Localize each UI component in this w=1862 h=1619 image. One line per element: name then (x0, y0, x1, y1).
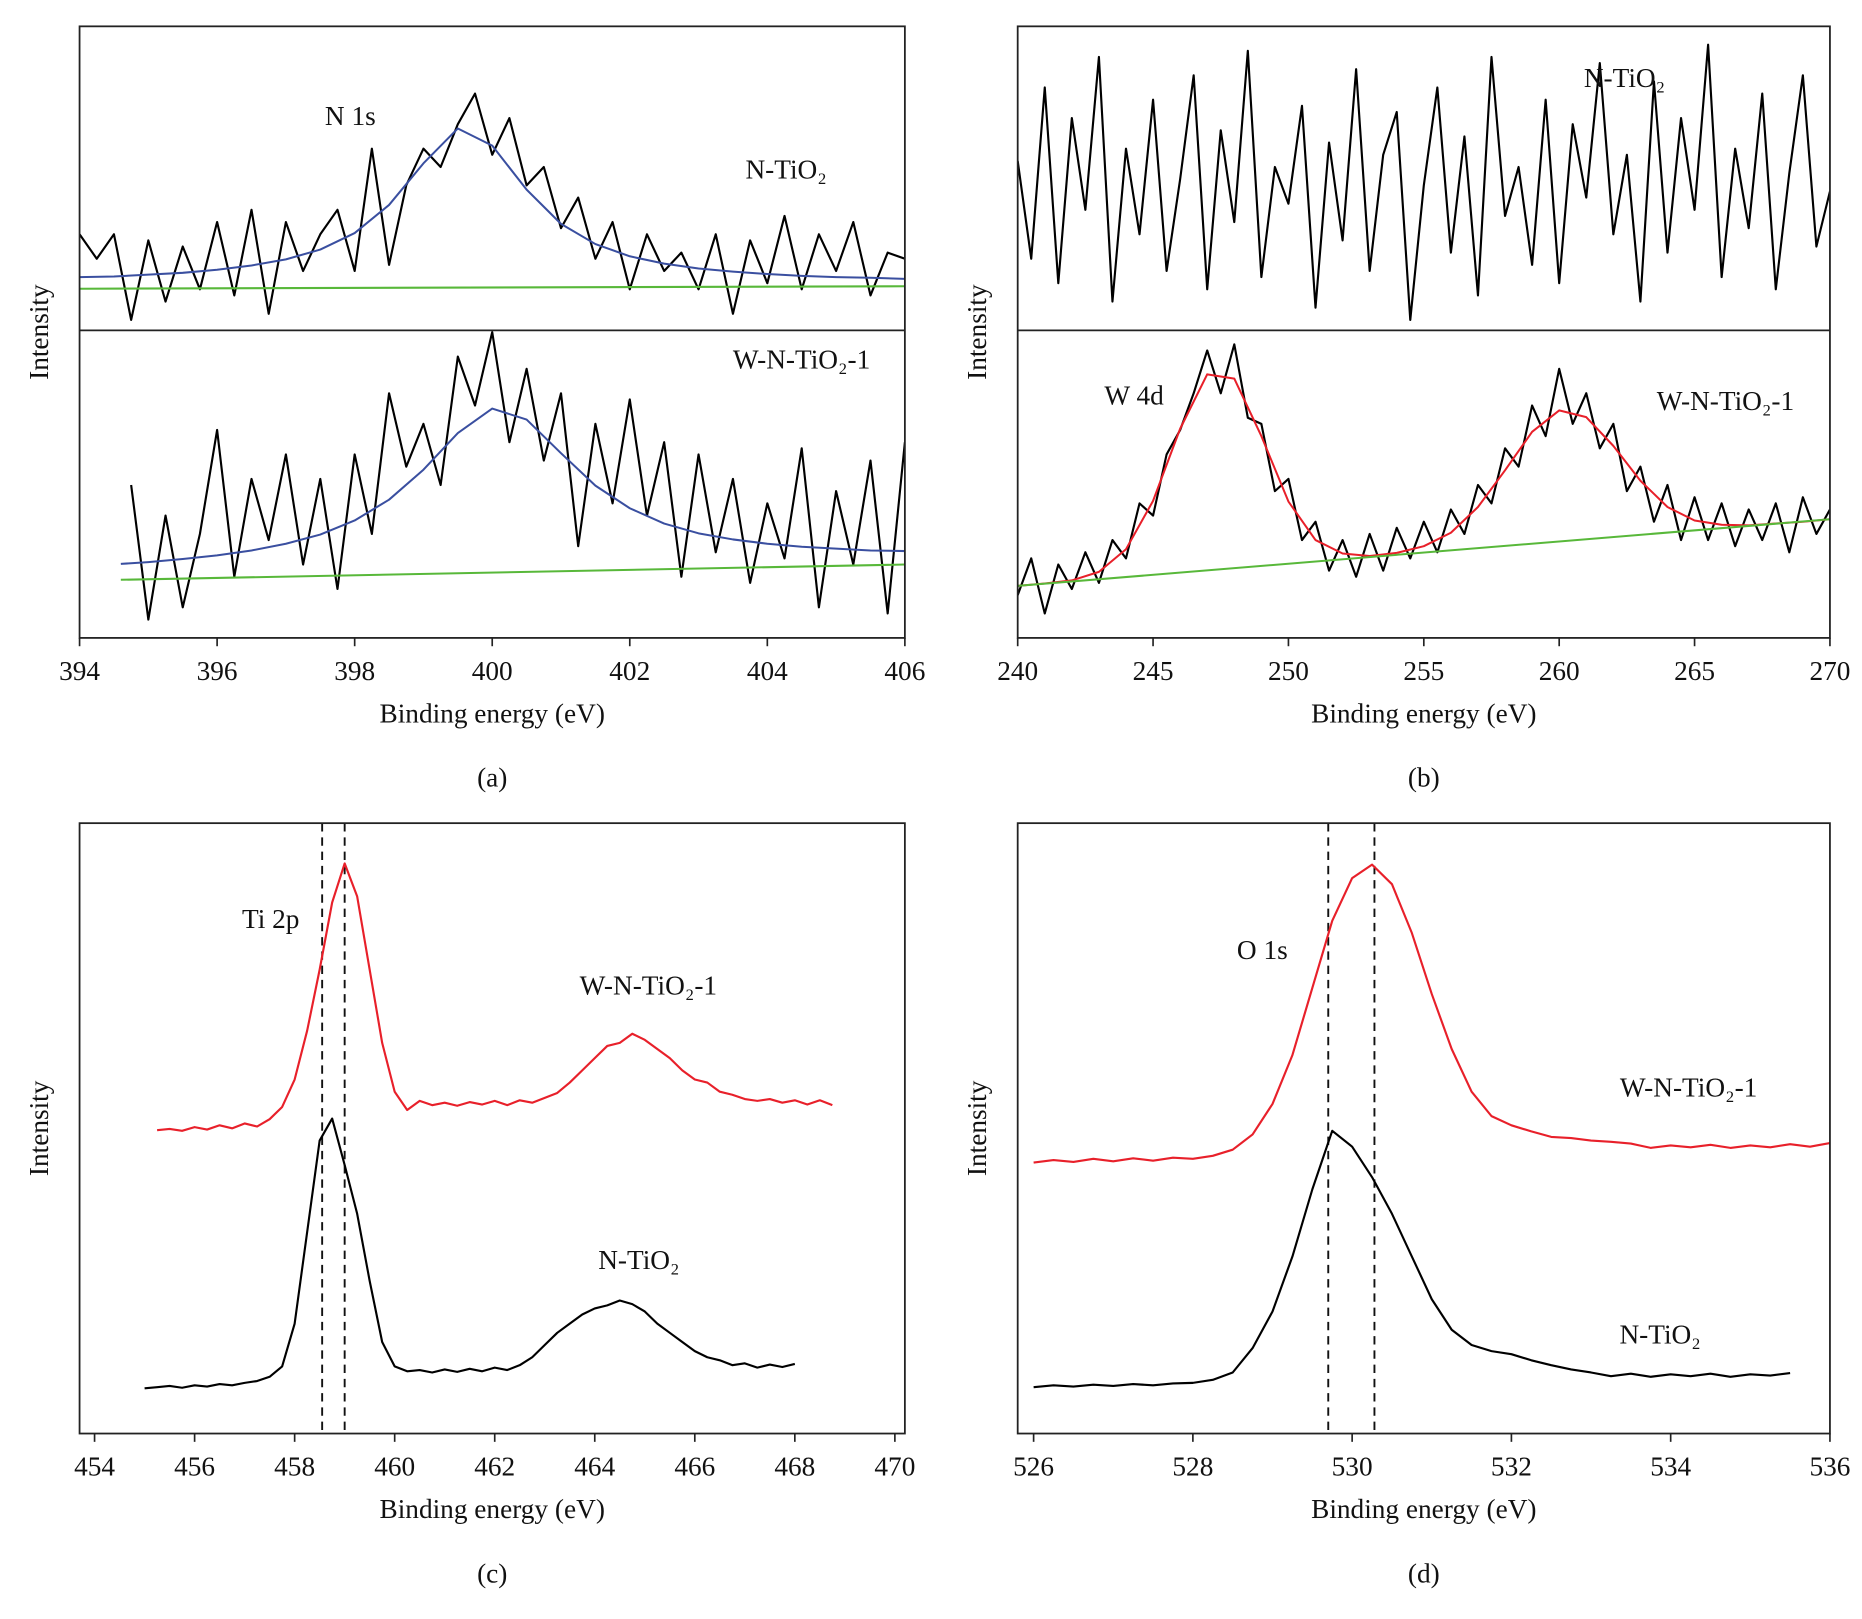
annotation: W 4d (1104, 380, 1164, 410)
series-label: W-N-TiO₂-1 (580, 970, 717, 1000)
y-axis-label: Intensity (24, 1080, 54, 1176)
series-label: W-N-TiO₂-1 (1657, 386, 1794, 416)
plot-area (1017, 43, 1830, 615)
panel-label: (b) (1408, 763, 1440, 793)
spectrum-line (79, 285, 905, 290)
x-tick-label: 536 (1809, 1451, 1850, 1481)
plot-frame (1016, 822, 1831, 1435)
series-label: W-N-TiO₂-1 (733, 345, 870, 375)
plot-frame (78, 822, 906, 1435)
series-label: N-TiO₂ (1619, 1320, 1700, 1350)
x-tick-label: 396 (197, 656, 238, 686)
x-axis-label: Binding energy (eV) (1311, 699, 1536, 729)
spectrum-line (1033, 1129, 1791, 1389)
series-label: N-TiO₂ (598, 1245, 679, 1275)
y-axis-label: Intensity (962, 1080, 992, 1176)
x-tick-label: 534 (1650, 1451, 1691, 1481)
series-label: N-TiO₂ (1584, 63, 1665, 93)
x-tick-label: 260 (1539, 656, 1580, 686)
x-tick-label: 265 (1674, 656, 1715, 686)
spectrum-line (1033, 863, 1830, 1164)
spectrum-line (1017, 343, 1830, 615)
x-tick-label: 460 (374, 1451, 415, 1481)
x-axis-label: Binding energy (eV) (380, 699, 605, 729)
x-tick-label: 462 (474, 1451, 515, 1481)
spectrum-line (79, 92, 905, 321)
annotation: N 1s (325, 101, 376, 131)
annotation: O 1s (1237, 935, 1288, 965)
series-label: N-TiO₂ (745, 155, 826, 185)
x-tick-label: 470 (874, 1451, 915, 1481)
spectrum-line (144, 1117, 796, 1390)
plot-area (79, 92, 905, 621)
spectrum-line (1017, 518, 1830, 587)
series-label: W-N-TiO₂-1 (1620, 1073, 1757, 1103)
x-axis-label: Binding energy (eV) (1311, 1494, 1536, 1524)
spectrum-line (120, 407, 905, 565)
y-axis-label: Intensity (962, 284, 992, 380)
x-tick-label: 532 (1491, 1451, 1532, 1481)
x-axis-label: Binding energy (eV) (380, 1494, 605, 1524)
spectrum-line (156, 862, 833, 1132)
x-tick-label: 526 (1013, 1451, 1054, 1481)
spectrum-line (1017, 43, 1830, 321)
spectrum-line (120, 563, 905, 581)
x-tick-label: 468 (774, 1451, 815, 1481)
x-tick-label: 400 (472, 656, 513, 686)
x-tick-label: 255 (1403, 656, 1444, 686)
panel-label: (d) (1408, 1558, 1440, 1588)
x-tick-label: 404 (747, 656, 788, 686)
annotation: Ti 2p (242, 904, 299, 934)
spectrum-line (1017, 373, 1830, 587)
x-tick-label: 456 (174, 1451, 215, 1481)
x-tick-label: 528 (1172, 1451, 1213, 1481)
panel-label: (a) (477, 763, 507, 793)
x-tick-label: 245 (1133, 656, 1174, 686)
spectrum-line (130, 331, 905, 621)
x-tick-label: 394 (59, 656, 100, 686)
x-tick-label: 454 (74, 1451, 115, 1481)
spectrum-line (79, 127, 905, 280)
panel-label: (c) (477, 1558, 507, 1588)
x-tick-label: 270 (1809, 656, 1850, 686)
y-axis-label: Intensity (24, 284, 54, 380)
x-tick-label: 406 (884, 656, 925, 686)
plot-area (144, 823, 833, 1434)
x-tick-label: 466 (674, 1451, 715, 1481)
x-tick-label: 464 (574, 1451, 615, 1481)
x-tick-label: 250 (1268, 656, 1309, 686)
x-tick-label: 240 (997, 656, 1038, 686)
x-tick-label: 398 (334, 656, 375, 686)
x-tick-label: 458 (274, 1451, 315, 1481)
x-tick-label: 530 (1332, 1451, 1373, 1481)
x-tick-label: 402 (609, 656, 650, 686)
plot-area (1033, 823, 1830, 1434)
